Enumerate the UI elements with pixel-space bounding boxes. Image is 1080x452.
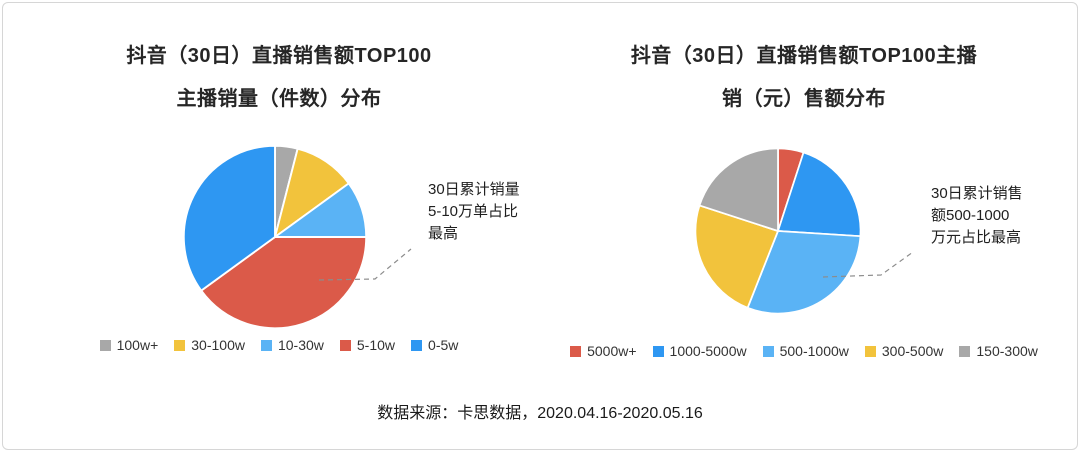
annotation-line: 万元占比最高: [931, 229, 1022, 246]
pie-sales-volume: [182, 144, 368, 330]
legend-swatch-icon: [339, 339, 351, 351]
annotation-sales-volume: 30日累计销量 5-10万单占比 最高: [428, 179, 538, 245]
legend-swatch-icon: [99, 339, 111, 351]
annotation-line: 额500-1000: [931, 207, 1010, 224]
legend-item-5000w+: 5000w+: [570, 343, 637, 359]
legend-sales-amount: 5000w+ 1000-5000w 500-1000w 300-500w 150-300…: [543, 343, 1065, 359]
legend-label: 100w+: [116, 337, 159, 353]
chart-title-line2: 销（元）售额分布: [722, 88, 886, 110]
legend-item-300-500w: 300-500w: [864, 343, 944, 359]
legend-swatch-icon: [174, 339, 186, 351]
legend-swatch-icon: [762, 345, 774, 357]
chart-title-sales-amount: 抖音（30日）直播销售额TOP100主播 销（元）售额分布: [543, 35, 1065, 121]
legend-label: 500-1000w: [779, 343, 849, 359]
legend-swatch-icon: [652, 345, 664, 357]
legend-item-30-100w: 30-100w: [174, 337, 245, 353]
legend-swatch-icon: [570, 345, 582, 357]
annotation-line: 最高: [428, 225, 459, 242]
annotation-line: 30日累计销量: [428, 181, 520, 198]
legend-label: 150-300w: [976, 343, 1038, 359]
legend-sales-volume: 100w+ 30-100w 10-30w 5-10w 0-5w: [23, 337, 535, 353]
legend-item-100w+: 100w+: [99, 337, 159, 353]
pie-slice-1000-5000w: [777, 151, 862, 238]
legend-swatch-icon: [260, 339, 272, 351]
pie-slice-0-5w: [182, 144, 276, 292]
data-source-note: 数据来源：卡思数据，2020.04.16-2020.05.16: [377, 405, 703, 422]
legend-item-0-5w: 0-5w: [411, 337, 458, 353]
legend-item-10-30w: 10-30w: [260, 337, 324, 353]
legend-label: 300-500w: [881, 343, 944, 359]
chart-title-sales-volume: 抖音（30日）直播销售额TOP100 主播销量（件数）分布: [23, 35, 535, 121]
pie-sales-amount: [694, 147, 862, 315]
chart-title-line2: 主播销量（件数）分布: [176, 88, 382, 110]
annotation-sales-amount: 30日累计销售 额500-1000 万元占比最高: [931, 183, 1056, 249]
legend-item-5-10w: 5-10w: [339, 337, 396, 353]
legend-item-500-1000w: 500-1000w: [762, 343, 849, 359]
legend-label: 5000w+: [587, 343, 637, 359]
legend-item-150-300w: 150-300w: [959, 343, 1038, 359]
annotation-line: 5-10万单占比: [428, 203, 519, 220]
chart-title-line1: 抖音（30日）直播销售额TOP100主播: [630, 45, 978, 67]
annotation-line: 30日累计销售: [931, 185, 1023, 202]
legend-label: 10-30w: [277, 337, 324, 353]
legend-swatch-icon: [864, 345, 876, 357]
legend-label: 0-5w: [428, 337, 459, 353]
legend-label: 5-10w: [356, 337, 396, 353]
chart-sales-volume: 抖音（30日）直播销售额TOP100 主播销量（件数）分布 30日累计销量 5-…: [23, 21, 535, 393]
chart-title-line1: 抖音（30日）直播销售额TOP100: [126, 45, 432, 67]
pie-slice-300-500w: [694, 204, 779, 309]
legend-swatch-icon: [411, 339, 423, 351]
legend-label: 30-100w: [191, 337, 245, 353]
pie-slice-150-300w: [698, 147, 779, 232]
legend-swatch-icon: [959, 345, 971, 357]
chart-sales-amount: 抖音（30日）直播销售额TOP100主播 销（元）售额分布 30日累计销售 额5…: [543, 21, 1065, 393]
legend-item-1000-5000w: 1000-5000w: [652, 343, 747, 359]
legend-label: 1000-5000w: [669, 343, 747, 359]
